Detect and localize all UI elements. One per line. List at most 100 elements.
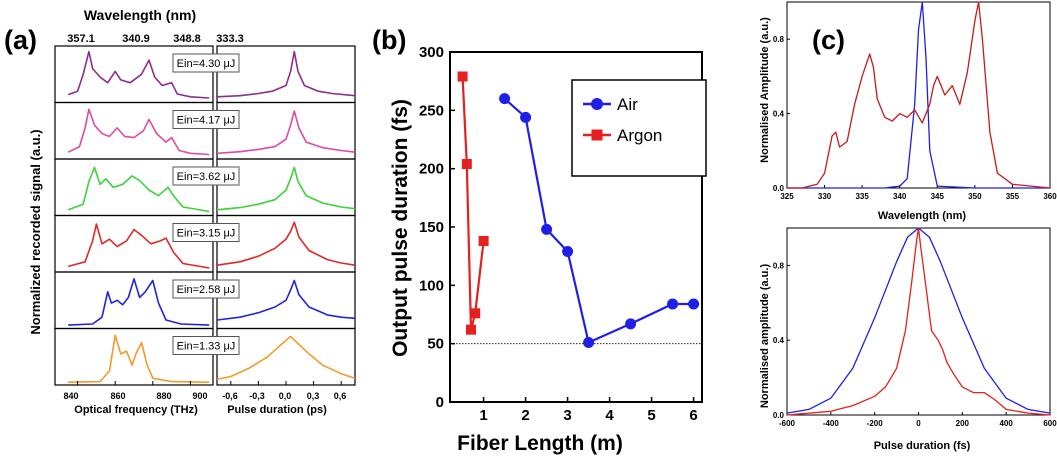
c-top-y-tick-label: 0.8 (773, 35, 785, 44)
c-top-plot-frame (786, 1, 1051, 189)
b-point-air (667, 298, 679, 310)
b-x-tick-label: 2 (521, 407, 529, 424)
b-y-tick-label: 50 (427, 336, 444, 353)
panel-label-a: (a) (4, 25, 37, 55)
a-spectrum-line (67, 223, 210, 269)
c-bottom-x-tick-label: -400 (823, 419, 840, 428)
a-top-tick-label: 340.9 (122, 33, 150, 45)
b-legend-air-marker (591, 98, 603, 110)
c-top-x-tick-label: 350 (968, 192, 982, 201)
c-bottom-y-axis-label: Normalised amplitude (a.u.) (759, 264, 771, 409)
b-y-axis-label: Output pulse duration (fs) (389, 99, 412, 357)
c-top-x-tick-label: 330 (818, 192, 832, 201)
a-x-axis-label-right: Pulse duration (ps) (227, 404, 327, 416)
a-energy-label-box (172, 53, 240, 73)
b-y-tick-label: 100 (419, 277, 444, 294)
a-bottom-tick-left: 900 (192, 391, 207, 401)
b-legend-argon-label: Argon (617, 126, 662, 145)
panel-b-plot: 1 2 3 4 5 6 0 50 100 150 200 250 300 (419, 44, 703, 424)
b-point-argon (470, 308, 481, 319)
b-y-tick-label: 250 (419, 102, 444, 119)
panel-c-bottom-plot: -600 -400 -200 0 200 400 600 0.0 0.4 0.8 (773, 227, 1057, 428)
c-top-x-axis-label: Wavelength (nm) (878, 210, 967, 222)
a-energy-label: Ein=3.62 μJ (177, 171, 236, 183)
b-point-air (583, 337, 595, 348)
c-top-series-line (787, 1, 1051, 189)
b-legend: Air Argon (571, 79, 707, 177)
b-y-tick-label: 200 (419, 161, 444, 178)
b-y-tick-label: 150 (419, 219, 444, 236)
c-top-x-tick-label: 335 (855, 192, 869, 201)
b-point-argon (466, 324, 476, 335)
a-energy-label-box (172, 166, 240, 186)
b-point-air (520, 111, 532, 123)
b-point-air (499, 93, 511, 105)
a-energy-label-box (172, 223, 240, 242)
b-y-tick-label: 0 (436, 394, 444, 411)
c-top-x-tick-label: 340 (893, 192, 907, 201)
a-energy-label: Ein=2.58 μJ (177, 284, 236, 296)
b-x-tick-label: 4 (605, 407, 614, 424)
a-top-axis-title: Wavelength (nm) (84, 7, 196, 23)
a-energy-label: Ein=4.30 μJ (177, 58, 236, 70)
panel-label-c: (c) (812, 25, 845, 55)
b-point-argon (457, 71, 468, 82)
a-bottom-tick-left: 840 (63, 391, 78, 401)
a-spectrum-line (67, 50, 210, 99)
a-top-tick-label: 333.3 (216, 33, 244, 45)
c-bottom-x-tick-label: 0 (916, 419, 921, 428)
b-x-tick-label: 3 (563, 407, 571, 424)
c-bottom-series-line (786, 227, 1051, 416)
a-bottom-tick-right: 0,3 (307, 391, 320, 401)
a-spectrum-line (67, 108, 210, 156)
b-point-air (541, 223, 553, 235)
c-bottom-y-tick-label: 0.0 (773, 411, 785, 420)
b-point-argon (478, 236, 489, 246)
b-point-air (688, 298, 700, 310)
c-top-x-tick-label: 360 (1043, 192, 1057, 201)
panel-label-b: (b) (372, 25, 406, 55)
panel-c-top-plot: 325 330 335 340 345 350 355 360 0.0 0.4 0.8 (773, 1, 1057, 201)
a-energy-label: Ein=1.33 μJ (177, 341, 236, 353)
c-top-y-axis-label: Normalised Amplitude (a.u.) (759, 17, 771, 163)
a-pulse-line (216, 279, 356, 321)
a-spectrum-line (67, 166, 210, 213)
b-series-line-air (503, 97, 694, 345)
a-bottom-tick-right: -0,3 (249, 391, 265, 401)
a-bottom-tick-right: 0,6 (334, 391, 347, 401)
a-pulse-line (216, 50, 356, 98)
c-bottom-series-line (786, 227, 1051, 414)
c-top-y-tick-label: 0.0 (773, 184, 785, 193)
c-bottom-y-tick-label: 0.4 (773, 336, 785, 345)
a-bottom-tick-left: 860 (110, 391, 125, 401)
b-point-air (562, 246, 574, 257)
a-pulse-line (216, 335, 356, 381)
c-bottom-x-axis-label: Pulse duration (fs) (874, 440, 971, 452)
a-pulse-line (216, 221, 356, 266)
a-x-axis-label-left: Optical frequency (THz) (74, 404, 198, 416)
a-energy-label-box (172, 110, 240, 129)
a-energy-label: Ein=3.15 μJ (177, 228, 236, 240)
a-top-tick-label: 348.8 (173, 33, 201, 45)
c-bottom-x-tick-label: -200 (867, 419, 884, 428)
a-energy-label: Ein=4.17 μJ (177, 115, 236, 127)
b-x-tick-label: 5 (647, 407, 655, 424)
b-legend-air-label: Air (617, 95, 638, 114)
a-bottom-tick-right: 0,0 (279, 391, 292, 401)
b-point-air (625, 318, 637, 330)
a-top-tick-label: 357.1 (67, 33, 95, 45)
c-bottom-x-tick-label: 600 (1043, 419, 1057, 428)
a-spectrum-line (68, 334, 210, 383)
a-y-axis-label: Normalized recorded signal (a.u.) (28, 129, 43, 334)
b-x-tick-label: 1 (479, 407, 487, 424)
c-top-x-tick-label: 355 (1006, 192, 1020, 201)
b-point-argon (461, 159, 472, 169)
a-left-subplot-frame (54, 327, 214, 386)
c-top-y-tick-label: 0.4 (773, 110, 785, 119)
c-top-series-line (787, 1, 1050, 189)
b-legend-box (571, 79, 707, 177)
c-bottom-plot-frame (786, 227, 1051, 416)
a-pulse-line (216, 166, 356, 211)
c-bottom-x-tick-label: 400 (999, 419, 1013, 428)
